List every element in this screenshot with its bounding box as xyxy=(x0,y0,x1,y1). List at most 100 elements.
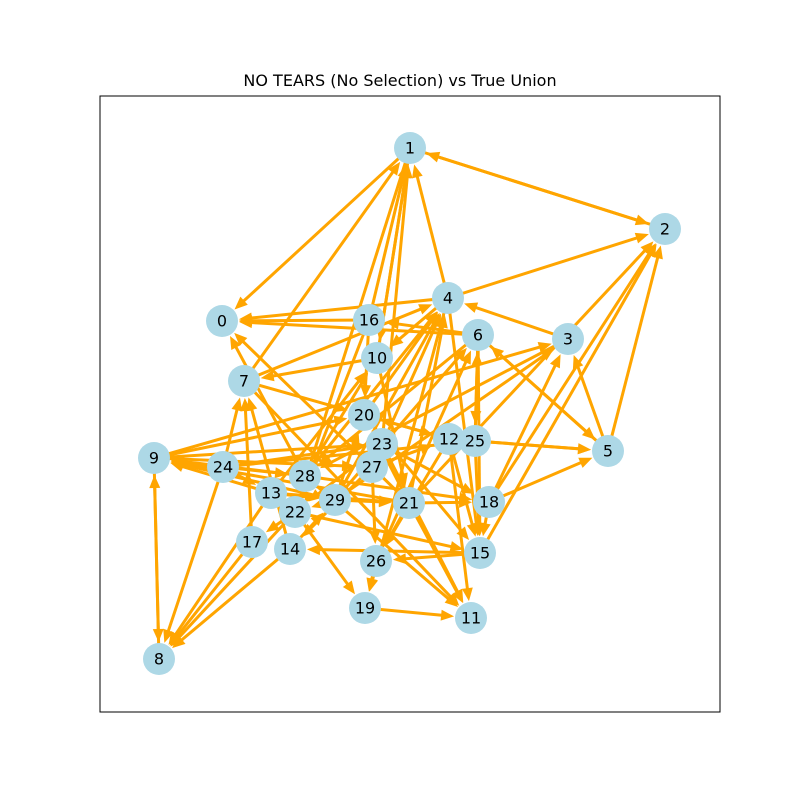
node-circle xyxy=(138,442,170,474)
arrowhead-icon xyxy=(265,520,280,533)
node-label: 17 xyxy=(242,533,262,552)
edge-line xyxy=(271,356,378,378)
arrowhead-icon xyxy=(369,530,381,545)
node-label: 6 xyxy=(473,326,483,345)
edge-line xyxy=(176,510,297,640)
arrowhead-icon xyxy=(460,350,472,365)
plot-frame xyxy=(99,95,721,713)
edge-26-to-6 xyxy=(374,350,472,562)
edge-25-to-5 xyxy=(474,439,592,455)
edge-line xyxy=(407,248,647,505)
arrowhead-icon xyxy=(645,243,657,258)
node-label: 18 xyxy=(479,493,499,512)
arrowhead-icon xyxy=(640,241,654,255)
edge-line xyxy=(474,305,569,341)
edges-layer xyxy=(149,146,666,660)
node-label: 15 xyxy=(470,544,490,563)
node-label: 21 xyxy=(399,494,419,513)
node-label: 1 xyxy=(405,139,415,158)
arrowhead-icon xyxy=(246,397,258,412)
edge-20-to-4 xyxy=(362,311,439,416)
edge-line xyxy=(166,466,225,633)
edge-line xyxy=(415,174,450,299)
node-label: 16 xyxy=(359,311,379,330)
node-circle xyxy=(552,323,584,355)
edge-line xyxy=(379,147,412,331)
edge-28-to-9 xyxy=(170,456,306,478)
node-19: 19 xyxy=(349,592,381,624)
edge-12-to-11 xyxy=(447,438,473,602)
node-27: 27 xyxy=(356,451,388,483)
edge-line xyxy=(242,169,395,382)
edge-line xyxy=(375,357,405,476)
node-22: 22 xyxy=(279,496,311,528)
arrowhead-icon xyxy=(652,245,663,260)
edge-line xyxy=(173,492,273,637)
node-0: 0 xyxy=(206,305,238,337)
arrowhead-icon xyxy=(306,544,321,556)
node-circle xyxy=(361,342,393,374)
node-label: 29 xyxy=(325,491,345,510)
node-circle xyxy=(348,399,380,431)
edge-line xyxy=(409,146,639,222)
edge-4-to-1 xyxy=(412,164,450,299)
node-8: 8 xyxy=(143,643,175,675)
node-label: 4 xyxy=(443,289,453,308)
edge-line xyxy=(180,462,336,502)
node-label: 5 xyxy=(603,442,613,461)
edge-line xyxy=(487,363,558,503)
arrowhead-icon xyxy=(260,370,275,382)
edge-line xyxy=(478,252,653,554)
arrowhead-icon xyxy=(320,457,335,469)
node-circle xyxy=(319,484,351,516)
arrowhead-icon xyxy=(452,588,464,603)
arrowhead-icon xyxy=(464,302,479,313)
node-3: 3 xyxy=(552,323,584,355)
arrowhead-icon xyxy=(456,526,470,540)
node-label: 28 xyxy=(295,467,315,486)
edge-line xyxy=(474,439,581,451)
arrowhead-icon xyxy=(149,474,161,489)
arrowhead-icon xyxy=(460,482,475,494)
node-14: 14 xyxy=(274,533,306,565)
node-circle xyxy=(279,496,311,528)
arrowhead-icon xyxy=(163,628,174,643)
edge-6-to-5 xyxy=(477,333,596,440)
node-label: 0 xyxy=(217,312,227,331)
edge-line xyxy=(447,438,470,591)
node-15: 15 xyxy=(464,537,496,569)
node-label: 26 xyxy=(366,552,386,571)
edge-7-to-1 xyxy=(242,161,401,382)
node-12: 12 xyxy=(433,423,465,455)
node-16: 16 xyxy=(353,304,385,336)
node-20: 20 xyxy=(348,399,380,431)
node-label: 19 xyxy=(355,599,375,618)
edge-line xyxy=(304,474,462,500)
arrowhead-icon xyxy=(577,443,592,455)
node-circle xyxy=(592,435,624,467)
edge-line xyxy=(153,485,161,660)
arrowhead-icon xyxy=(537,342,552,353)
arrowhead-icon xyxy=(454,347,467,362)
arrowhead-icon xyxy=(440,609,455,621)
arrowhead-icon xyxy=(388,161,401,176)
node-label: 23 xyxy=(372,435,392,454)
edge-line xyxy=(175,541,254,639)
edge-line xyxy=(389,438,451,538)
edge-line xyxy=(317,548,481,555)
node-circle xyxy=(143,643,175,675)
node-label: 22 xyxy=(285,503,305,522)
node-label: 14 xyxy=(280,540,300,559)
arrowhead-icon xyxy=(418,425,433,437)
arrowhead-icon xyxy=(385,318,400,330)
node-2: 2 xyxy=(649,213,681,245)
arrowhead-icon xyxy=(458,496,473,508)
arrowhead-icon xyxy=(634,214,649,226)
arrowhead-icon xyxy=(446,592,460,606)
arrowhead-icon xyxy=(581,426,596,440)
edge-line xyxy=(477,333,589,434)
arrowhead-icon xyxy=(310,512,324,526)
edge-1-to-2 xyxy=(409,146,649,226)
node-circle xyxy=(353,304,385,336)
